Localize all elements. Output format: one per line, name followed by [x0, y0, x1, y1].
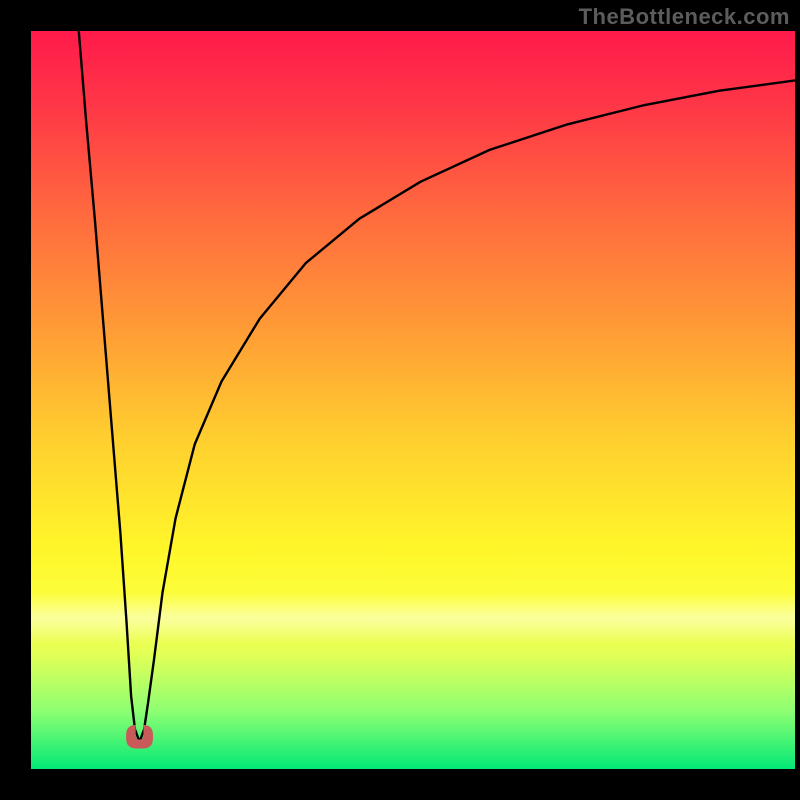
chart-container: TheBottleneck.com	[0, 0, 800, 800]
bottleneck-chart	[0, 0, 800, 800]
highlight-band	[30, 592, 796, 644]
plot-background-gradient	[30, 30, 796, 770]
watermark-text: TheBottleneck.com	[579, 4, 790, 30]
